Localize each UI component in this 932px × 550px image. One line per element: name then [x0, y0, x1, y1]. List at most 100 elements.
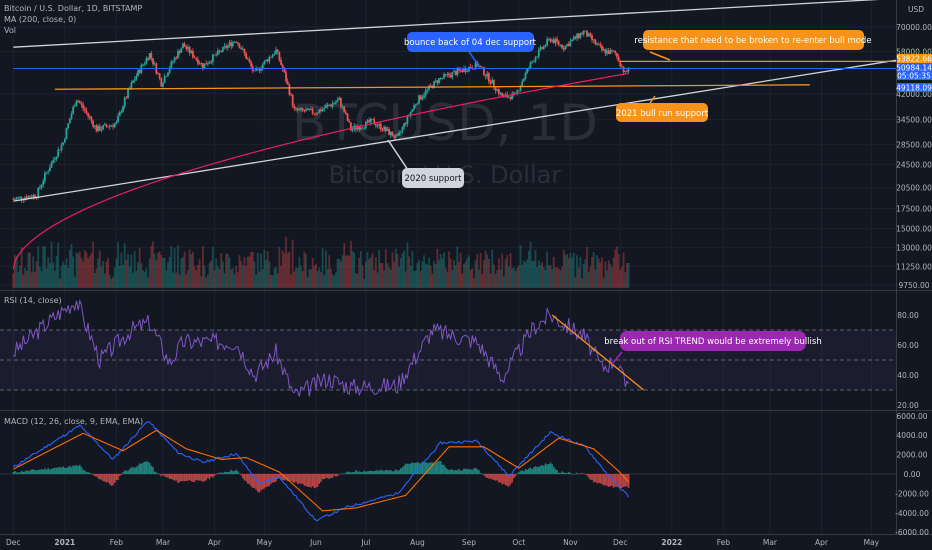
volume-bar: [187, 270, 189, 288]
macd-histogram-bar: [115, 474, 118, 481]
volume-bar: [117, 241, 119, 288]
candle-body: [240, 48, 243, 50]
macd-histogram-bar: [147, 461, 149, 474]
candle-body: [453, 71, 455, 73]
macd-tick-label: -6000.00: [895, 528, 929, 537]
lower-channel-line[interactable]: [13, 55, 922, 202]
candle-body: [19, 196, 21, 198]
volume-bar: [481, 274, 484, 288]
rsi-break-pointer: [611, 351, 623, 365]
x-tick-label: Sep: [462, 538, 476, 547]
candle-body: [195, 57, 198, 60]
macd-histogram-bar: [286, 474, 289, 482]
bull-support-annotation[interactable]: 2021 bull run support: [616, 95, 709, 122]
volume-bar: [446, 271, 449, 288]
volume-bar: [132, 272, 134, 288]
macd-histogram-bar: [273, 474, 276, 483]
candle-body: [627, 69, 630, 72]
candle-body: [276, 49, 279, 52]
bounce-annotation[interactable]: bounce back of 04 dec support: [404, 32, 537, 69]
macd-histogram-bar: [536, 466, 538, 474]
volume-bar: [424, 263, 427, 288]
macd-histogram-bar: [29, 470, 31, 474]
macd-histogram-bar: [308, 474, 311, 487]
volume-bar: [552, 256, 555, 288]
macd-histogram-bar: [345, 472, 347, 474]
volume-bar: [512, 267, 515, 288]
volume-bar: [426, 264, 429, 288]
upper-channel-line[interactable]: [13, 0, 921, 48]
candle-body: [336, 100, 339, 103]
macd-histogram-bar: [90, 473, 93, 475]
volume-bar: [597, 258, 600, 288]
macd-histogram-bar: [248, 474, 251, 485]
candle-body: [396, 134, 399, 136]
macd-histogram-bar: [458, 469, 460, 474]
macd-histogram-bar: [163, 474, 166, 477]
volume-bar: [499, 269, 502, 288]
volume-bar: [195, 270, 198, 288]
chart-title[interactable]: Bitcoin / U.S. Dollar, 1D, BITSTAMP: [4, 4, 142, 13]
candle-body: [323, 107, 326, 109]
resistance-annotation[interactable]: resistance that need to be broken to re-…: [634, 30, 872, 61]
volume-bar: [228, 257, 231, 288]
price-tag-bg: [897, 63, 932, 72]
candle-body: [592, 39, 595, 41]
x-tick-label: Feb: [110, 538, 124, 547]
volume-bar: [604, 261, 607, 288]
macd-histogram-bar: [54, 467, 56, 474]
rsi-legend[interactable]: RSI (14, close): [4, 296, 62, 305]
candle-body: [180, 48, 183, 53]
macd-histogram-bar: [378, 470, 380, 474]
candle-body: [200, 63, 203, 64]
candle-body: [283, 69, 286, 73]
macd-legend[interactable]: MACD (12, 26, close, 9, EMA, EMA): [4, 417, 143, 426]
volume-bar: [348, 255, 351, 288]
rsi-break-annotation[interactable]: break out of RSI TREND would be extremel…: [604, 331, 822, 365]
2021-bull-run-support-line[interactable]: [54, 84, 810, 90]
volume-bar: [93, 272, 96, 288]
candle-body: [532, 61, 535, 63]
candle-body: [305, 109, 307, 112]
macd-histogram-bar: [80, 467, 83, 474]
macd-histogram-bar: [358, 471, 360, 474]
support-2020-annotation[interactable]: 2020 support: [387, 139, 464, 188]
volume-bar: [138, 247, 141, 288]
vol-legend[interactable]: Vol: [4, 26, 16, 35]
volume-bar: [226, 253, 229, 288]
ma-legend[interactable]: MA (200, close, 0): [4, 15, 76, 24]
candle-body: [311, 108, 314, 114]
volume-bar: [454, 265, 457, 288]
macd-histogram-bar: [557, 472, 560, 474]
macd-histogram-bar: [220, 472, 222, 474]
macd-histogram-bar: [567, 471, 570, 474]
volume-bar: [443, 252, 445, 288]
candle-body: [97, 125, 100, 132]
macd-histogram-bar: [65, 467, 68, 474]
volume-bar: [589, 266, 592, 288]
candle-body: [373, 119, 376, 125]
candle-body: [303, 110, 306, 112]
volume-bar: [70, 243, 73, 288]
volume-bar: [240, 260, 243, 288]
candle-body: [574, 37, 577, 39]
candle-body: [210, 61, 213, 63]
rsi-line: [13, 298, 630, 397]
candle-body: [458, 68, 460, 71]
volume-bar: [62, 261, 65, 288]
volume-bar: [246, 256, 249, 288]
candle-body: [248, 59, 251, 63]
rsi-trendline[interactable]: [551, 314, 644, 391]
candle-body: [369, 118, 372, 123]
volume-bar: [532, 260, 535, 288]
candle-body: [409, 111, 412, 116]
macd-histogram-bar: [366, 471, 369, 474]
candle-body: [479, 65, 482, 67]
candle-body: [261, 64, 264, 69]
macd-histogram-bar: [622, 474, 625, 487]
bounce-pointer: [467, 49, 481, 69]
macd-histogram-bar: [591, 474, 593, 480]
macd-histogram-bar: [340, 473, 342, 475]
candle-body: [566, 43, 568, 46]
